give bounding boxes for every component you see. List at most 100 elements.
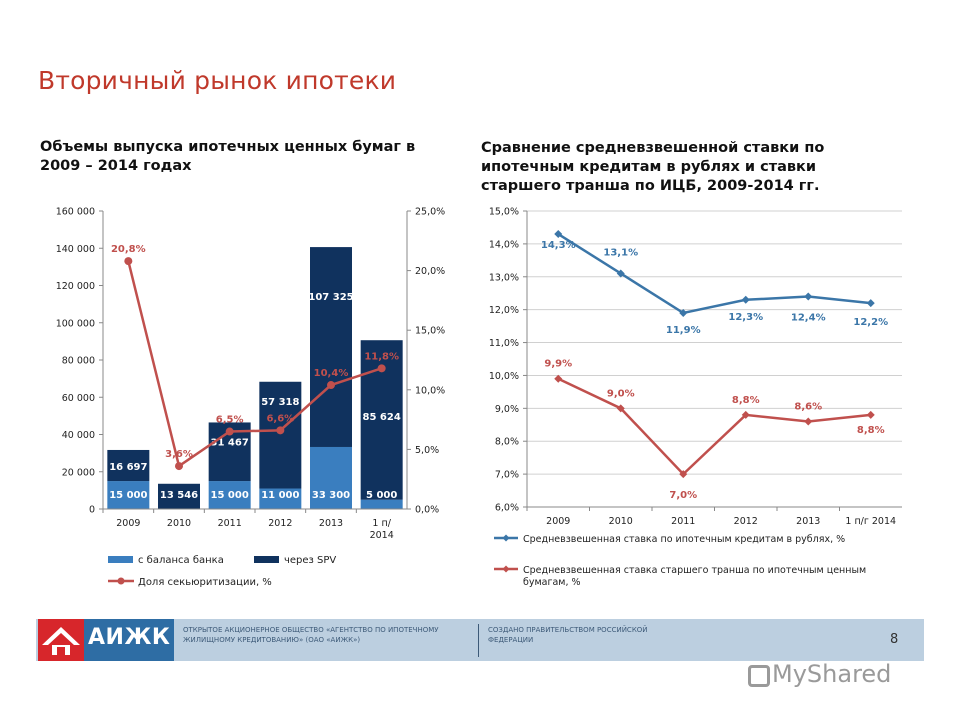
y-tick-label: 8,0%: [495, 437, 519, 448]
bar-bank-1 п/г 2014: [360, 499, 403, 509]
legend-label-1: бумагам, %: [523, 577, 581, 588]
legend-share-marker: [117, 577, 125, 585]
x-category-label: 2011: [218, 518, 242, 529]
watermark-text: MyShared: [772, 660, 892, 688]
left-chart-heading: Объемы выпуска ипотечных ценных бумаг в …: [40, 139, 416, 174]
x-category-label: 2010: [609, 516, 633, 527]
securitization-share-point: [175, 462, 183, 471]
bar-bank-2011: [208, 481, 251, 509]
bar-spv-2012: [259, 381, 302, 489]
securitization-share-point: [124, 257, 133, 266]
legend-label-0: Средневзвешенная ставка по ипотечным кре…: [523, 534, 845, 545]
bar-spv-label: 107 325: [308, 292, 353, 303]
bar-spv-label: 85 624: [363, 412, 401, 423]
bar-spv-2013: [310, 247, 352, 447]
series-point: [679, 470, 688, 479]
right-y-tick-label: 5,0%: [415, 445, 439, 456]
x-category-label: 1 п/г 2014: [845, 516, 896, 527]
x-category-label: 1 п/: [372, 518, 391, 529]
series-data-label: 12,2%: [853, 317, 888, 328]
bar-bank-2013: [310, 446, 352, 509]
series-point: [616, 404, 625, 413]
left-y-tick-label: 60 000: [62, 393, 95, 404]
bar-bank-2009: [107, 481, 150, 509]
series-data-label: 12,4%: [791, 313, 826, 324]
y-tick-label: 13,0%: [489, 272, 519, 283]
series-point: [866, 299, 875, 308]
left-y-tick-label: 140 000: [56, 244, 95, 255]
securitization-share-line: [127, 260, 383, 469]
left-y-tick-label: 80 000: [62, 356, 95, 367]
logo-background: [84, 619, 174, 661]
legend-marker-1: [502, 565, 510, 573]
series-data-label: 11,9%: [666, 325, 701, 336]
series-point: [679, 308, 688, 317]
y-tick-label: 14,0%: [489, 239, 519, 250]
x-category-label: 2010: [167, 518, 191, 529]
bar-bank-label: 11 000: [261, 490, 299, 501]
series-line-0: [557, 232, 871, 315]
right-y-tick-label: 20,0%: [415, 266, 445, 277]
bar-spv-2009: [107, 449, 150, 482]
securitization-share-point: [276, 426, 285, 435]
x-category-label: 2009: [116, 518, 140, 529]
series-data-label: 8,6%: [794, 401, 822, 412]
series-line-1: [557, 377, 871, 476]
footer-divider: [478, 624, 479, 657]
x-category-label: 2012: [268, 518, 292, 529]
bar-bank-label: 5 000: [366, 490, 397, 501]
left-y-tick-label: 40 000: [62, 430, 95, 441]
securitization-share-label: 11,8%: [364, 351, 399, 362]
securitization-share-label: 3,6%: [165, 449, 193, 460]
series-point: [741, 410, 750, 419]
legend-label-1: Средневзвешенная ставка старшего транша …: [523, 565, 866, 576]
bar-spv-label: 13 546: [160, 490, 198, 501]
bar-spv-label: 57 318: [261, 397, 299, 408]
series-point: [554, 374, 563, 383]
y-tick-label: 11,0%: [489, 338, 519, 349]
series-data-label: 8,8%: [857, 425, 885, 436]
y-tick-label: 12,0%: [489, 305, 519, 316]
securitization-share-point: [377, 364, 386, 373]
x-category-label: 2013: [796, 516, 820, 527]
left-y-tick-label: 160 000: [56, 207, 95, 218]
series-point: [804, 417, 813, 426]
series-data-label: 9,9%: [544, 359, 572, 370]
series-data-label: 14,3%: [541, 240, 576, 251]
series-point: [804, 292, 813, 301]
series-point: [741, 295, 750, 304]
y-tick-label: 9,0%: [495, 404, 519, 415]
right-y-tick-label: 0,0%: [415, 505, 439, 516]
footer-government-note: СОЗДАНО ПРАВИТЕЛЬСТВОМ РОССИЙСКОЙ ФЕДЕРА…: [488, 626, 648, 644]
right-chart-heading: Сравнение средневзвешенной ставки по ипо…: [481, 140, 825, 194]
series-data-label: 8,8%: [732, 395, 760, 406]
left-y-tick-label: 20 000: [62, 467, 95, 478]
legend-spv-label: через SPV: [284, 555, 336, 566]
watermark-icon: [748, 665, 770, 687]
left-y-tick-label: 120 000: [56, 281, 95, 292]
securitization-share-point: [225, 427, 234, 436]
x-category-label: 2013: [319, 518, 343, 529]
footer-organization: ОТКРЫТОЕ АКЦИОНЕРНОЕ ОБЩЕСТВО «АГЕНТСТВО…: [183, 626, 439, 644]
bar-spv-2011: [208, 422, 251, 482]
left-y-tick-label: 100 000: [56, 318, 95, 329]
bar-spv-1 п/г 2014: [360, 340, 403, 500]
legend-share-label: Доля секьюритизации, %: [138, 577, 272, 588]
series-data-label: 9,0%: [607, 388, 635, 399]
y-tick-label: 6,0%: [495, 503, 519, 514]
y-tick-label: 10,0%: [489, 371, 519, 382]
legend-bank-swatch: [108, 556, 133, 563]
legend-marker-0: [502, 534, 510, 542]
logo-house-icon: [38, 619, 84, 661]
y-tick-label: 15,0%: [489, 207, 519, 218]
bar-bank-2012: [259, 488, 302, 509]
left-y-tick-label: 0: [89, 505, 95, 516]
securitization-share-label: 6,6%: [266, 413, 294, 424]
series-point: [554, 230, 563, 239]
slide-title: Вторичный рынок ипотеки: [38, 66, 397, 95]
x-category-label: 2011: [671, 516, 695, 527]
right-y-tick-label: 10,0%: [415, 385, 445, 396]
x-category-label: 2014: [370, 530, 394, 541]
